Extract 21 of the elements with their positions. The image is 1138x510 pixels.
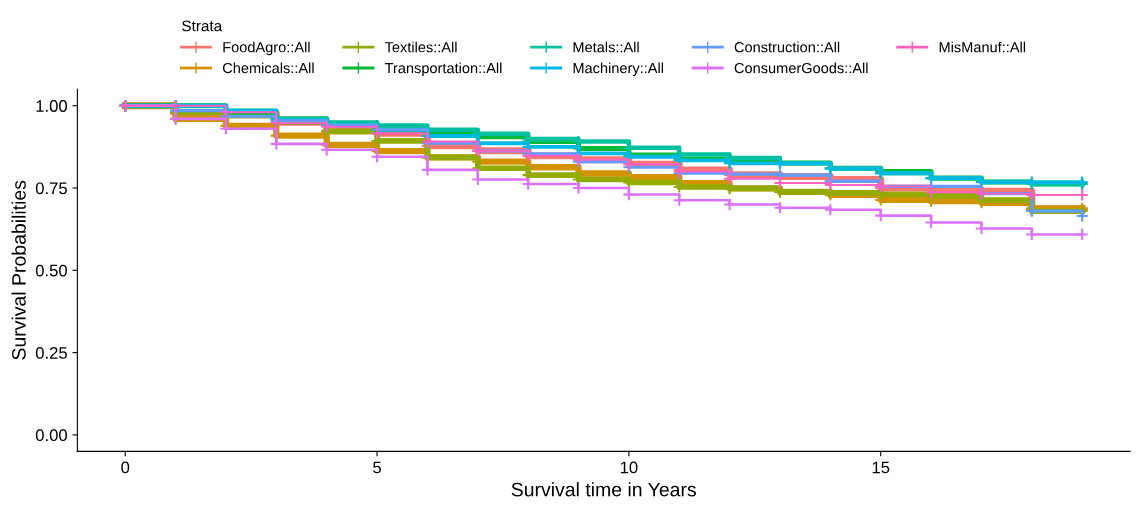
y-tick-label: 1.00 xyxy=(36,100,68,112)
legend-label: Chemicals::All xyxy=(222,62,314,74)
x-tick-label: 15 xyxy=(872,461,890,474)
legend-label: Construction::All xyxy=(734,41,840,53)
y-tick-label: 0.00 xyxy=(35,429,68,442)
y-axis-title: Survival Probabilities xyxy=(11,180,26,360)
legend-label: ConsumerGoods::All xyxy=(734,62,868,74)
x-tick-label: 10 xyxy=(620,461,638,474)
x-axis-title: Survival time in Years xyxy=(511,482,696,497)
x-tick-label: 0 xyxy=(121,461,130,474)
legend-label: Transportation::All xyxy=(384,62,502,77)
legend-label: FoodAgro::All xyxy=(223,41,310,56)
legend-label: Metals::All xyxy=(573,41,639,53)
legend-label: Machinery::All xyxy=(573,62,663,77)
y-tick-label: 0.25 xyxy=(35,347,67,359)
y-tick-label: 0.50 xyxy=(35,264,68,277)
legend-label: Textiles::All xyxy=(384,41,457,53)
legend-title: Strata xyxy=(182,20,223,32)
legend-label: MisManuf::All xyxy=(939,41,1026,53)
x-tick-label: 5 xyxy=(373,461,381,474)
y-tick-label: 0.75 xyxy=(35,182,67,195)
